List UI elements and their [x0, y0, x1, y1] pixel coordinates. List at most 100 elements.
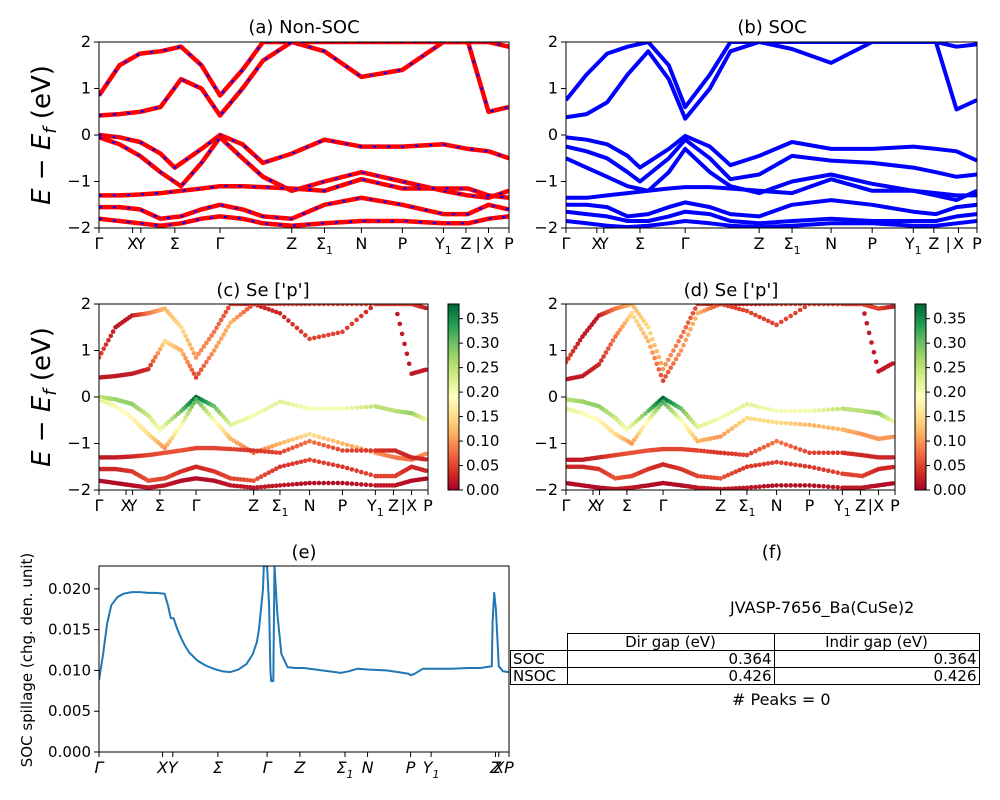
- band-point: [290, 437, 295, 442]
- band-point: [174, 429, 179, 434]
- band-point: [797, 447, 803, 452]
- band-point: [630, 421, 636, 427]
- band-point: [737, 304, 742, 307]
- band-point: [729, 409, 735, 415]
- gap-table-indir-value: 0.364: [773, 650, 980, 668]
- band-point: [890, 434, 895, 440]
- band-point: [761, 444, 767, 450]
- colorbar-tick-label: 0.05: [466, 457, 499, 475]
- band-point: [765, 406, 771, 412]
- band-point: [575, 341, 581, 347]
- band-point: [164, 442, 170, 448]
- kpoint-label-e: X: [492, 758, 505, 777]
- band-point: [807, 483, 812, 488]
- kpoint-label-d: Z: [715, 496, 726, 515]
- band-point: [779, 483, 784, 488]
- kpoint-label-d: P: [805, 496, 815, 515]
- band-point: [330, 462, 336, 468]
- band-point: [826, 304, 831, 307]
- band-point: [779, 420, 784, 426]
- ylabel-top-unit: (eV): [27, 65, 57, 127]
- band-point: [359, 482, 364, 487]
- axes-frame-e: [98, 565, 510, 753]
- kpoint-label-a: Z: [286, 234, 297, 253]
- kpoint-label-b: Y1: [904, 234, 922, 257]
- band-point: [255, 485, 260, 490]
- kpoint-label-c: X: [406, 496, 417, 515]
- kpoint-label-c: Σ: [155, 496, 165, 515]
- band-point: [238, 442, 243, 448]
- band-point: [757, 484, 762, 490]
- band-point: [171, 432, 177, 438]
- band-point: [761, 405, 767, 411]
- band-point: [783, 483, 789, 488]
- band-point: [172, 414, 178, 419]
- band-point: [423, 476, 428, 481]
- kpoint-label-d: Y: [594, 496, 605, 515]
- band-point: [718, 434, 723, 439]
- band-point: [722, 304, 727, 308]
- colorbar-tick-label: 0.10: [466, 432, 499, 450]
- kpoint-label-e: Σ: [213, 758, 224, 777]
- kpoint-label-c: Y: [127, 496, 138, 515]
- band-point: [354, 317, 359, 323]
- plot-area-c: [99, 304, 428, 490]
- band-point: [733, 469, 738, 475]
- kpoint-label-a: Γ: [95, 234, 104, 253]
- kpoint-label-c: Z: [248, 496, 259, 515]
- band-point: [811, 304, 817, 307]
- band-point: [216, 321, 222, 327]
- band-point: [312, 480, 317, 486]
- band-point: [286, 318, 291, 323]
- band-point: [802, 463, 808, 469]
- band-point: [788, 421, 793, 426]
- band-point: [761, 461, 767, 467]
- band-point: [797, 421, 803, 427]
- band-point: [660, 378, 666, 384]
- band-point: [330, 406, 336, 411]
- band-point: [643, 421, 649, 426]
- axes-frame-b: [565, 41, 978, 229]
- band-point: [196, 400, 201, 405]
- band-point: [251, 304, 256, 307]
- band-point: [273, 304, 279, 307]
- band-point: [757, 304, 762, 307]
- band-point: [678, 334, 684, 339]
- band-point: [273, 401, 279, 406]
- kpoint-label-b: P: [972, 234, 982, 253]
- band-point: [340, 441, 345, 446]
- band-point: [783, 461, 789, 466]
- band-point: [344, 481, 350, 486]
- band-point: [273, 466, 279, 472]
- band-point: [663, 362, 668, 367]
- band-point: [179, 422, 184, 428]
- band-point: [277, 464, 283, 470]
- band-point: [316, 406, 322, 411]
- band-point: [238, 477, 243, 482]
- band-point: [234, 315, 240, 320]
- band-point: [185, 359, 190, 365]
- band-point: [744, 464, 750, 470]
- band-line: [566, 42, 977, 121]
- band-point: [273, 483, 279, 489]
- band-point: [226, 324, 231, 329]
- band-point: [830, 484, 836, 490]
- kpoint-label-d: N: [771, 496, 783, 515]
- band-point: [678, 348, 684, 353]
- band-point: [802, 448, 808, 454]
- band-point: [312, 458, 317, 464]
- band-point: [566, 359, 569, 365]
- kpoint-label-e: Γ: [95, 758, 105, 777]
- band-point: [770, 407, 775, 413]
- kpoint-label-e: Y1: [423, 758, 440, 781]
- band-point: [774, 322, 779, 328]
- band-point: [807, 450, 812, 456]
- band-point: [344, 448, 350, 453]
- gap-table-corner: [511, 634, 568, 651]
- band-point: [638, 427, 644, 433]
- kpoint-label-d: Σ: [622, 496, 632, 515]
- band-line: [566, 198, 977, 219]
- band-point: [266, 470, 272, 476]
- band-point: [737, 306, 742, 312]
